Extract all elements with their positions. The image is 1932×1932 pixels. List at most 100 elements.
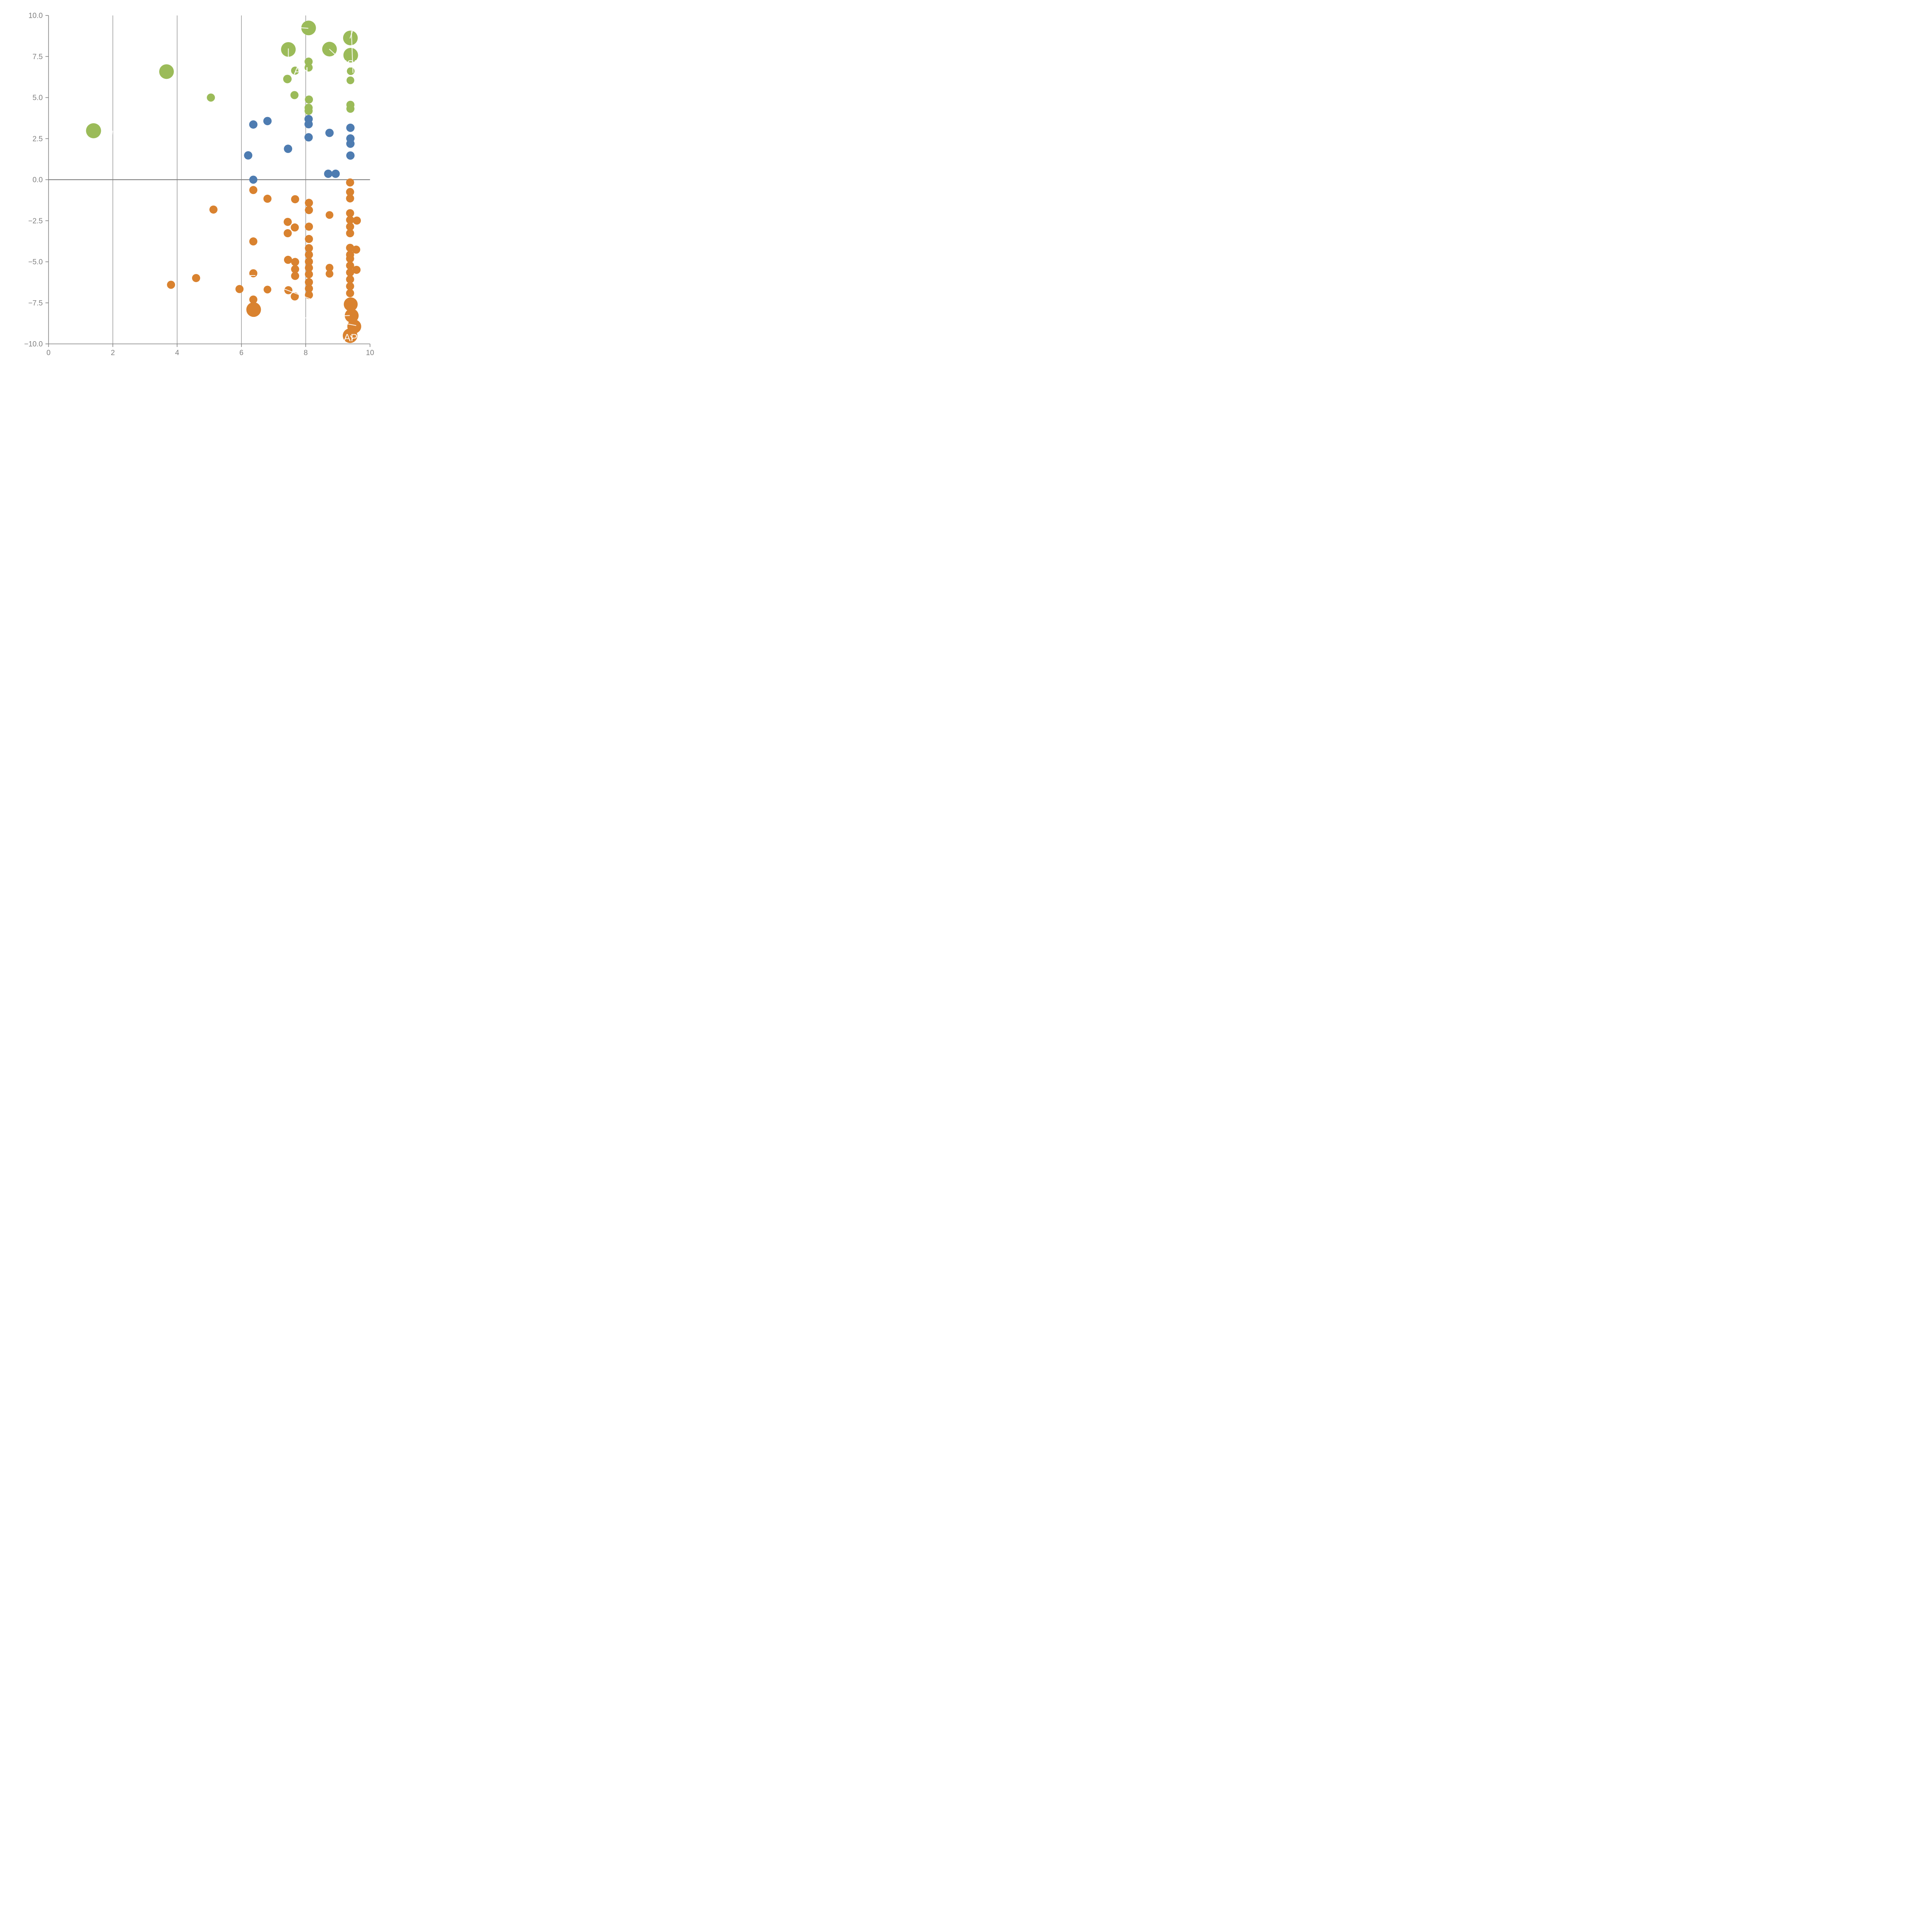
scatter-point-blue-14 bbox=[331, 169, 340, 178]
scatter-point-green-13 bbox=[346, 76, 354, 84]
scatter-point-orange-0 bbox=[249, 186, 258, 194]
scatter-point-blue-1 bbox=[263, 117, 272, 126]
y-tick-label-−5.0: −5.0 bbox=[28, 258, 43, 266]
annotation-KSM: KSM bbox=[340, 58, 363, 70]
leader-line-4 bbox=[351, 31, 354, 73]
scatter-point-green-9 bbox=[304, 63, 313, 72]
scatter-point-orange-2 bbox=[346, 188, 354, 196]
scatter-point-orange-43 bbox=[167, 281, 175, 289]
scatter-point-orange-13 bbox=[284, 218, 292, 226]
scatter-point-orange-45 bbox=[235, 285, 244, 293]
scatter-point-blue-0 bbox=[249, 120, 258, 129]
scatter-point-orange-53 bbox=[246, 302, 261, 317]
scatter-point-orange-9 bbox=[346, 209, 354, 218]
scatter-point-orange-18 bbox=[284, 229, 292, 238]
scatter-point-orange-27 bbox=[284, 255, 292, 264]
scatter-point-green-8 bbox=[304, 57, 313, 66]
scatter-point-green-12 bbox=[283, 75, 292, 83]
scatter-point-orange-24 bbox=[305, 250, 313, 259]
scatter-point-orange-20 bbox=[249, 237, 258, 246]
scatter-point-orange-52 bbox=[249, 295, 258, 304]
leader-line-9 bbox=[350, 335, 353, 340]
scatter-point-orange-29 bbox=[291, 258, 299, 266]
scatter-point-blue-6 bbox=[304, 133, 313, 142]
scatter-point-blue-9 bbox=[284, 145, 293, 153]
scatter-point-blue-10 bbox=[244, 151, 253, 160]
scatter-point-orange-42 bbox=[305, 278, 313, 286]
scatter-point-orange-23 bbox=[352, 245, 361, 254]
scatter-point-green-10 bbox=[291, 66, 299, 75]
scatter-point-orange-30 bbox=[346, 261, 354, 270]
scatter-point-orange-5 bbox=[291, 195, 299, 204]
scatter-point-blue-4 bbox=[346, 123, 355, 132]
scatter-point-green-4 bbox=[301, 20, 316, 36]
leader-line-3 bbox=[349, 26, 355, 39]
y-tick-label-10.0: 10.0 bbox=[29, 12, 43, 20]
scatter-point-orange-7 bbox=[209, 205, 218, 214]
y-tick-label-7.5: 7.5 bbox=[32, 53, 43, 61]
leader-line-8 bbox=[346, 323, 357, 326]
bubble-chart-figure: 10.0 7.5 5.0 2.5 0.0 −2.5 −5.0 −7.5 −10.0 0 2 4 6 8 10… bbox=[0, 0, 386, 386]
scatter-point-orange-16 bbox=[291, 223, 299, 232]
scatter-point-orange-32 bbox=[325, 264, 333, 272]
scatter-point-orange-36 bbox=[249, 269, 258, 277]
leader-line-0 bbox=[296, 27, 309, 29]
y-tick-label-−7.5: −7.5 bbox=[28, 299, 43, 307]
scatter-point-orange-40 bbox=[192, 274, 200, 282]
scatter-point-green-17 bbox=[304, 107, 313, 115]
scatter-point-orange-21 bbox=[305, 244, 313, 252]
y-tick-label-−2.5: −2.5 bbox=[28, 217, 43, 225]
scatter-points bbox=[86, 20, 361, 343]
scatter-point-orange-37 bbox=[325, 270, 333, 278]
x-tick-label-2: 2 bbox=[111, 349, 115, 357]
scatter-point-orange-26 bbox=[346, 254, 354, 263]
scatter-point-blue-5 bbox=[325, 129, 334, 137]
scatter-point-orange-3 bbox=[263, 194, 272, 203]
x-tick-label-8: 8 bbox=[304, 349, 308, 357]
annotation-EL: EL bbox=[249, 273, 262, 285]
scatter-point-orange-19 bbox=[305, 235, 313, 243]
scatter-point-blue-8 bbox=[346, 139, 355, 148]
scatter-point-green-15 bbox=[305, 95, 313, 104]
scatter-point-orange-8 bbox=[305, 206, 313, 214]
scatter-point-orange-11 bbox=[346, 216, 354, 224]
scatter-point-orange-1 bbox=[346, 178, 354, 187]
scatter-point-blue-12 bbox=[249, 175, 258, 184]
scatter-point-orange-35 bbox=[346, 268, 354, 277]
series-blue bbox=[244, 115, 355, 184]
annotation-APPL: APPL bbox=[344, 332, 370, 344]
scatter-point-orange-17 bbox=[346, 229, 354, 238]
scatter-point-green-2 bbox=[207, 94, 215, 102]
scatter-point-orange-55 bbox=[345, 308, 359, 323]
series-green bbox=[86, 20, 358, 138]
scatter-point-orange-49 bbox=[346, 289, 354, 298]
leader-line-6 bbox=[282, 288, 311, 299]
scatter-point-green-19 bbox=[346, 104, 355, 113]
x-tick-label-0: 0 bbox=[46, 349, 51, 357]
scatter-point-green-7 bbox=[343, 48, 358, 63]
leader-line-7 bbox=[292, 315, 350, 319]
y-tick-label-5.0: 5.0 bbox=[32, 94, 43, 102]
y-tick-label-−10.0: −10.0 bbox=[24, 340, 43, 349]
scatter-point-orange-34 bbox=[352, 265, 361, 274]
scatter-point-orange-33 bbox=[291, 265, 299, 274]
scatter-point-green-1 bbox=[159, 64, 174, 79]
x-tick-label-10: 10 bbox=[366, 349, 374, 357]
scatter-point-orange-6 bbox=[305, 199, 313, 207]
axes: 10.0 7.5 5.0 2.5 0.0 −2.5 −5.0 −7.5 −10.00 2 4 6 8 10 bbox=[24, 12, 374, 357]
scatter-point-orange-44 bbox=[346, 282, 354, 291]
scatter-point-green-14 bbox=[290, 91, 299, 99]
scatter-point-blue-11 bbox=[346, 151, 355, 160]
scatter-point-orange-28 bbox=[305, 257, 313, 266]
bubble-chart-svg: 10.07.55.02.50.0−2.5−5.0−7.5−10.00 2 4 6 8 10… bbox=[24, 12, 374, 357]
scatter-point-orange-50 bbox=[305, 291, 313, 299]
scatter-point-orange-39 bbox=[291, 272, 299, 280]
scatter-point-orange-15 bbox=[346, 223, 354, 231]
annotation-labels: AH KSM EL APPL bbox=[249, 58, 371, 344]
scatter-point-orange-41 bbox=[346, 275, 354, 284]
scatter-point-orange-31 bbox=[305, 264, 313, 272]
y-tick-label-0.0: 0.0 bbox=[32, 176, 43, 184]
x-tick-label-4: 4 bbox=[175, 349, 179, 357]
scatter-point-orange-46 bbox=[264, 286, 272, 294]
scatter-point-orange-4 bbox=[346, 194, 354, 202]
